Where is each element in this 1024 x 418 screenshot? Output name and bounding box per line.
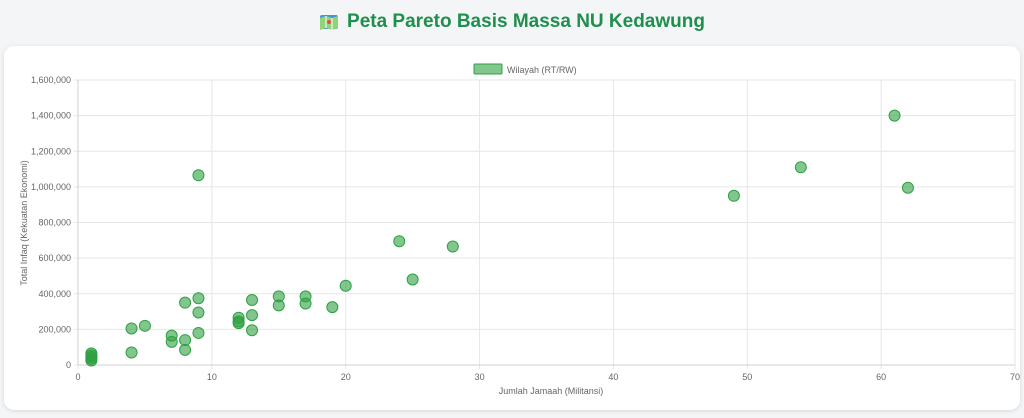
y-tick-label: 200,000 xyxy=(38,324,71,334)
scatter-point[interactable] xyxy=(888,109,901,122)
legend-label: Wilayah (RT/RW) xyxy=(507,65,577,75)
page-header: Peta Pareto Basis Massa NU Kedawung xyxy=(0,0,1024,44)
scatter-point[interactable] xyxy=(246,324,259,337)
scatter-point[interactable] xyxy=(246,293,259,306)
scatter-point[interactable] xyxy=(272,290,285,303)
y-tick-label: 800,000 xyxy=(38,218,71,228)
x-tick-label: 0 xyxy=(75,372,80,382)
scatter-chart: 0 10 20 30 40 50 60 70 0 200,000 400,000 600,000 800… xyxy=(19,63,1020,396)
grid-layer: 0 10 20 30 40 50 60 70 0 200,000 400,000 600,000 800… xyxy=(31,75,1020,382)
scatter-point[interactable] xyxy=(326,301,339,314)
x-tick-label: 20 xyxy=(341,372,351,382)
scatter-point[interactable] xyxy=(794,161,807,174)
scatter-point[interactable] xyxy=(339,279,352,292)
scatter-point[interactable] xyxy=(125,322,138,335)
x-axis-title: Jumlah Jamaah (Militansi) xyxy=(499,386,604,396)
scatter-point[interactable] xyxy=(299,290,312,303)
scatter-point[interactable] xyxy=(85,347,98,360)
y-tick-label: 1,400,000 xyxy=(31,111,71,121)
legend-swatch xyxy=(473,63,503,75)
map-icon xyxy=(319,13,339,31)
page-title: Peta Pareto Basis Massa NU Kedawung xyxy=(347,11,705,32)
scatter-point[interactable] xyxy=(138,319,151,332)
y-tick-label: 1,200,000 xyxy=(31,146,71,156)
x-tick-label: 10 xyxy=(207,372,217,382)
y-tick-label: 400,000 xyxy=(38,289,71,299)
scatter-point[interactable] xyxy=(393,235,406,248)
y-tick-label: 1,600,000 xyxy=(31,75,71,85)
x-tick-label: 50 xyxy=(742,372,752,382)
scatter-point[interactable] xyxy=(192,169,205,182)
points-layer xyxy=(85,109,914,367)
scatter-point[interactable] xyxy=(192,326,205,339)
chart-card: 0 10 20 30 40 50 60 70 0 200,000 400,000 600,000 800… xyxy=(4,46,1020,410)
scatter-point[interactable] xyxy=(192,292,205,305)
x-tick-label: 30 xyxy=(475,372,485,382)
scatter-point[interactable] xyxy=(446,240,459,253)
scatter-point[interactable] xyxy=(232,311,245,324)
x-tick-label: 70 xyxy=(1010,372,1020,382)
scatter-point[interactable] xyxy=(901,181,914,194)
scatter-point[interactable] xyxy=(192,306,205,319)
x-tick-label: 60 xyxy=(876,372,886,382)
scatter-point[interactable] xyxy=(165,329,178,342)
scatter-point[interactable] xyxy=(179,296,192,309)
scatter-point[interactable] xyxy=(406,273,419,286)
y-tick-label: 1,000,000 xyxy=(31,182,71,192)
y-tick-label: 0 xyxy=(66,360,71,370)
y-tick-label: 600,000 xyxy=(38,253,71,263)
chart-legend[interactable]: Wilayah (RT/RW) xyxy=(473,63,577,75)
scatter-point[interactable] xyxy=(727,189,740,202)
x-tick-label: 40 xyxy=(608,372,618,382)
y-axis-title: Total Infaq (Kekuatan Ekonomi) xyxy=(19,160,29,286)
scatter-point[interactable] xyxy=(125,346,138,359)
scatter-point[interactable] xyxy=(246,309,259,322)
scatter-point[interactable] xyxy=(179,334,192,347)
